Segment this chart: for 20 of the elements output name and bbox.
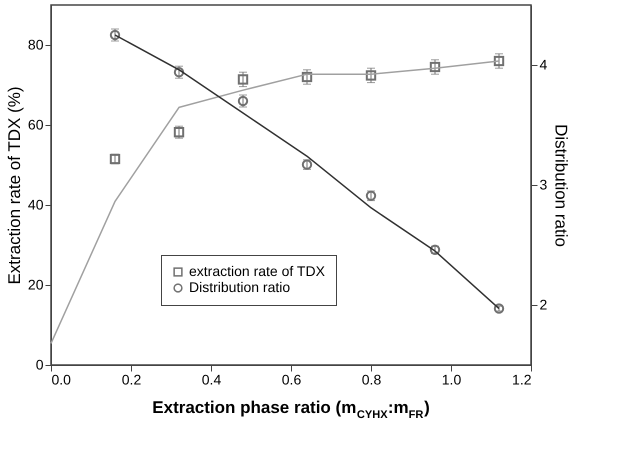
y2-tick-label: 2: [540, 296, 548, 312]
x-tick-label: 0.6: [282, 372, 302, 388]
x-tick-label: 1.2: [512, 372, 532, 388]
x-tick-label: 1.0: [442, 372, 462, 388]
legend-label: Distribution ratio: [189, 279, 290, 295]
y-tick-label: 40: [28, 196, 44, 212]
y-tick-label: 60: [28, 116, 44, 132]
y2-tick-label: 4: [540, 56, 548, 72]
y-tick-label: 80: [28, 36, 44, 52]
y2-tick-label: 3: [540, 176, 548, 192]
y-tick-label: 20: [28, 276, 44, 292]
x-tick-label: 0.2: [122, 372, 142, 388]
x-tick-label: 0.0: [52, 372, 72, 388]
x-tick-label: 0.4: [202, 372, 222, 388]
legend-label: extraction rate of TDX: [189, 263, 326, 279]
y2-axis-title: Distribution ratio: [551, 124, 570, 247]
y-axis-title: Extraction rate of TDX (%): [4, 86, 24, 285]
line-series: [114, 34, 500, 310]
x-tick-label: 0.8: [362, 372, 382, 388]
y-tick-label: 0: [36, 356, 44, 372]
